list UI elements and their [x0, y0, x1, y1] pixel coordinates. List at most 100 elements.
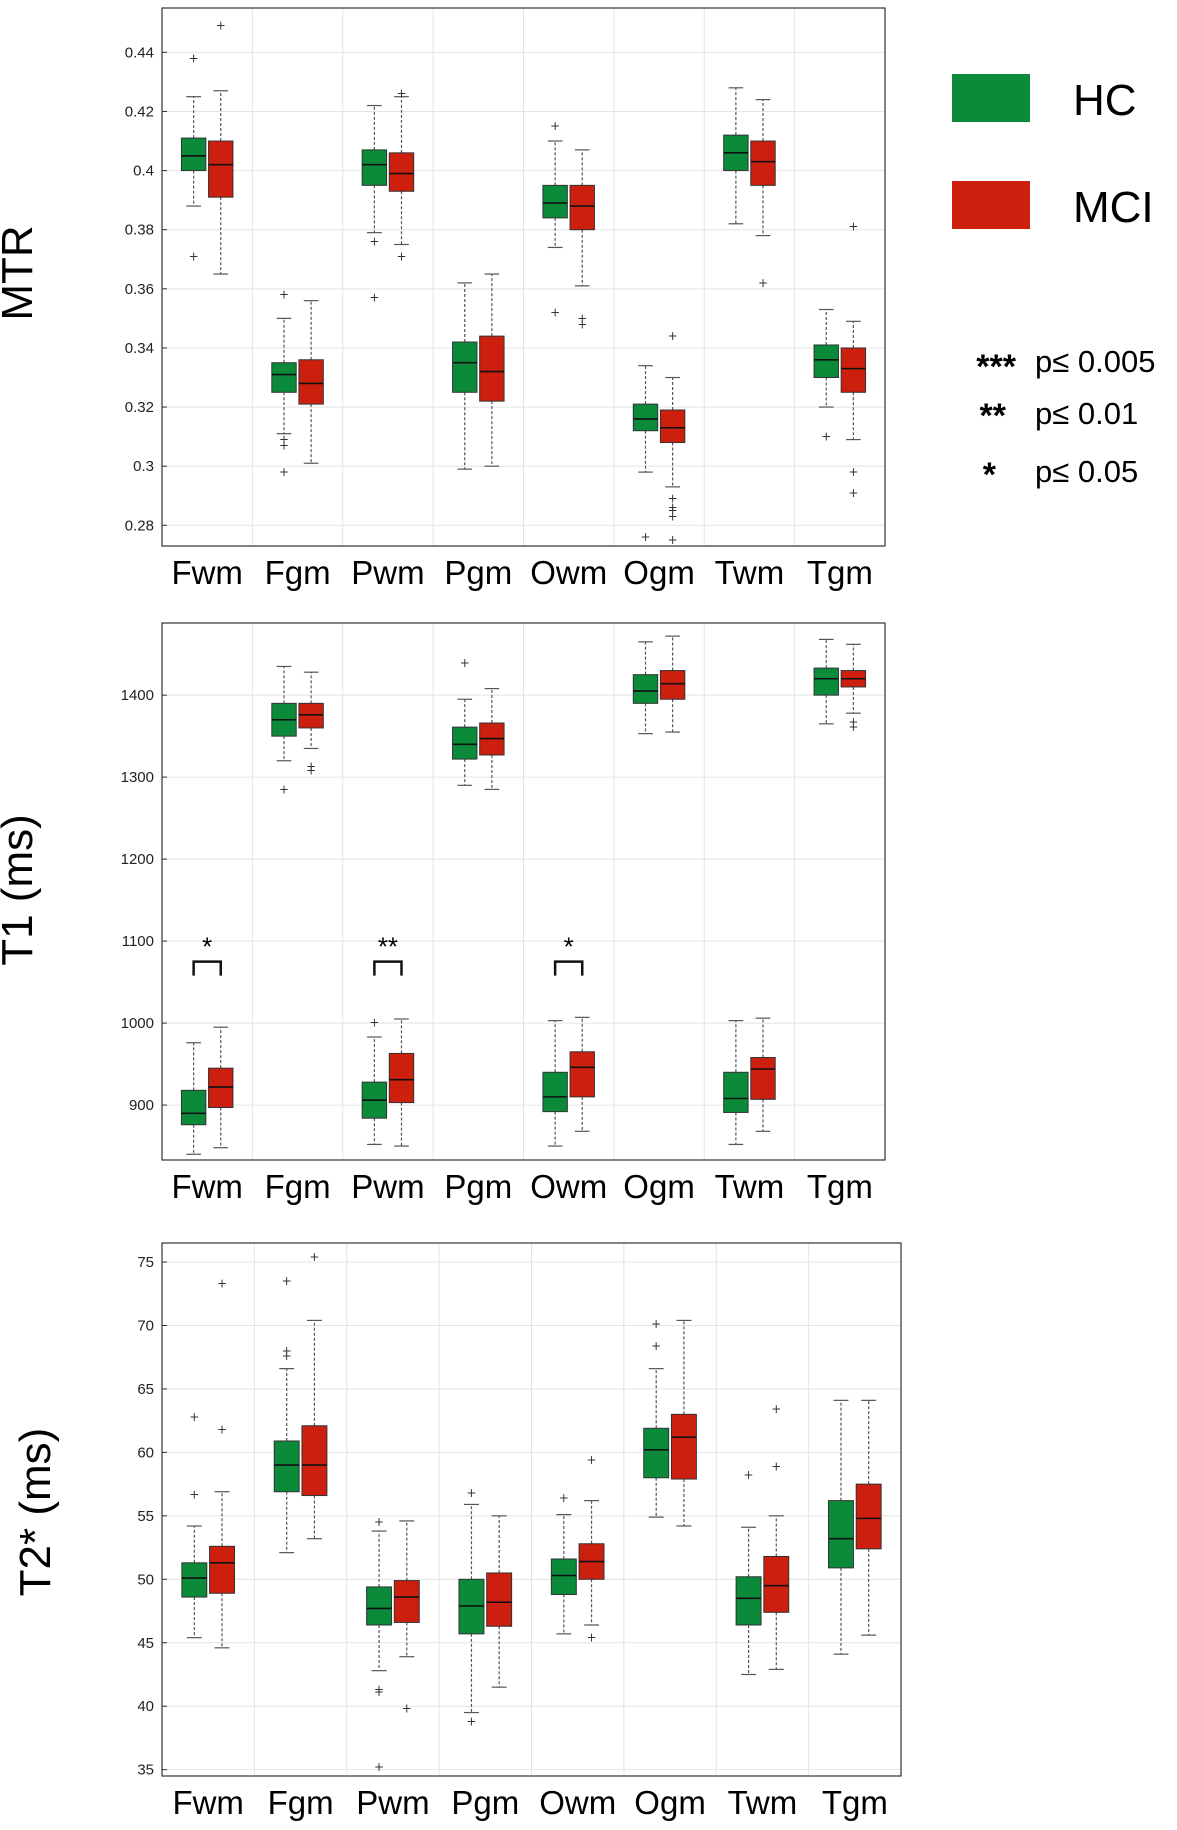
- y-tick-label: 0.4: [133, 163, 154, 180]
- y-axis-label: T2* (ms): [11, 1428, 60, 1597]
- outlier-point: +: [374, 1685, 384, 1699]
- box-iqr: [827, 1500, 854, 1569]
- sig-stars-2: *: [983, 456, 997, 494]
- box-hc: [632, 641, 659, 735]
- box-iqr: [479, 335, 505, 402]
- significance-bracket: [373, 960, 403, 976]
- box-iqr: [298, 702, 324, 729]
- y-tick-label: 0.32: [125, 399, 154, 416]
- box-iqr: [643, 1427, 670, 1479]
- box-mci: [486, 1515, 513, 1688]
- outlier-point: +: [279, 288, 289, 302]
- outlier-point: +: [550, 305, 560, 319]
- box-iqr: [298, 359, 324, 405]
- significance-stars: *: [564, 932, 574, 962]
- outlier-point: +: [848, 465, 858, 479]
- box-hc: [723, 1020, 749, 1146]
- category-label: Twm: [715, 1168, 785, 1205]
- box-hc: [813, 638, 839, 725]
- box-mci: ++++++: [659, 329, 686, 547]
- significance-stars: **: [378, 932, 398, 962]
- outlier-point: +: [282, 1274, 292, 1288]
- box-mci: ++: [840, 643, 867, 734]
- box-mci: + + +: [840, 220, 867, 500]
- outlier-point: +: [369, 235, 379, 249]
- y-tick-label: 1200: [121, 851, 154, 868]
- box-mci: [569, 1016, 595, 1132]
- outlier-point: +: [640, 530, 650, 544]
- box-iqr: [542, 184, 568, 219]
- category-label: Fgm: [268, 1784, 334, 1821]
- box-iqr: [670, 1413, 697, 1480]
- box-iqr: [388, 1052, 415, 1104]
- box-iqr: [659, 670, 686, 700]
- box-mci: [659, 635, 686, 733]
- outlier-point: +: [668, 329, 678, 343]
- legend-label-mci: MCI: [1073, 183, 1154, 232]
- panel-1: 0.28 0.3 0.32 0.34 0.36 0.38 0.4 0.42 0.44 MTR Fwm…: [0, 7, 886, 591]
- outlier-point: +: [771, 1402, 781, 1416]
- category-label: Pwm: [351, 554, 424, 591]
- box-mci: [855, 1399, 882, 1636]
- y-tick-label: 45: [137, 1635, 154, 1652]
- y-tick-label: 0.34: [125, 340, 154, 357]
- outlier-point: +: [821, 430, 831, 444]
- box-iqr: [301, 1425, 328, 1497]
- box-mci: [388, 1018, 415, 1147]
- outlier-point: +: [668, 492, 678, 506]
- category-label: Pwm: [356, 1784, 429, 1821]
- outlier-point: +: [396, 87, 406, 101]
- category-label: Owm: [530, 554, 607, 591]
- category-label: Pgm: [444, 1168, 512, 1205]
- box-hc: +: [735, 1468, 762, 1676]
- sig-text-1: p≤ 0.01: [1035, 396, 1138, 431]
- y-tick-label: 0.38: [125, 222, 154, 239]
- panel-3: 35 40 45 50 55 60 65 70 75 T2* (ms) Fwm Fgm Pwm Pgm Ow…: [11, 1242, 902, 1821]
- panel-2: 900 1000 1100 1200 1300 1400 T1 (ms) Fwm Fgm Pwm P…: [0, 622, 886, 1205]
- outlier-point: +: [577, 317, 587, 331]
- outlier-point: +: [744, 1468, 754, 1482]
- category-label: Twm: [728, 1784, 798, 1821]
- significance-annotation: *: [192, 932, 222, 976]
- outlier-point: +: [374, 1683, 384, 1697]
- plot-frame: [161, 7, 886, 547]
- y-tick-label: 0.3: [133, 458, 154, 475]
- significance-legend: *** p≤ 0.005 ** p≤ 0.01 * p≤ 0.05: [976, 344, 1155, 494]
- box-iqr: [361, 149, 388, 186]
- significance-annotation: *: [553, 932, 584, 976]
- outlier-point: +: [279, 465, 289, 479]
- legend-swatch-hc: [952, 74, 1030, 122]
- box-iqr: [735, 1576, 762, 1626]
- outlier-point: +: [396, 249, 406, 263]
- y-tick-label: 60: [137, 1444, 154, 1461]
- box-hc: +: [632, 365, 659, 544]
- box-iqr: [632, 403, 659, 432]
- box-mci: [479, 687, 505, 791]
- category-label: Fwm: [171, 1168, 242, 1205]
- y-tick-label: 40: [137, 1698, 154, 1715]
- category-label: Ogm: [623, 554, 695, 591]
- outlier-point: +: [466, 1486, 476, 1500]
- box-mci: [298, 300, 324, 464]
- y-tick-label: 900: [129, 1097, 154, 1114]
- box-iqr: [750, 1057, 776, 1100]
- outlier-point: +: [466, 1714, 476, 1728]
- box-iqr: [763, 1555, 790, 1613]
- outlier-point: +: [668, 501, 678, 515]
- outlier-point: +: [668, 533, 678, 547]
- box-hc: [180, 1042, 207, 1155]
- category-label: Owm: [539, 1784, 616, 1821]
- legend-swatch-mci: [952, 181, 1030, 229]
- box-mci: +: [208, 19, 234, 275]
- category-label: Pgm: [451, 1784, 519, 1821]
- sig-text-0: p≤ 0.005: [1035, 344, 1155, 379]
- sig-text-2: p≤ 0.05: [1035, 454, 1138, 489]
- outlier-point: +: [279, 438, 289, 452]
- outlier-point: +: [559, 1491, 569, 1505]
- box-hc: [723, 87, 749, 225]
- category-label: Tgm: [807, 554, 873, 591]
- box-mci: [750, 1017, 776, 1132]
- y-tick-label: 0.36: [125, 281, 154, 298]
- box-iqr: [271, 362, 297, 393]
- box-hc: +: [550, 1491, 577, 1635]
